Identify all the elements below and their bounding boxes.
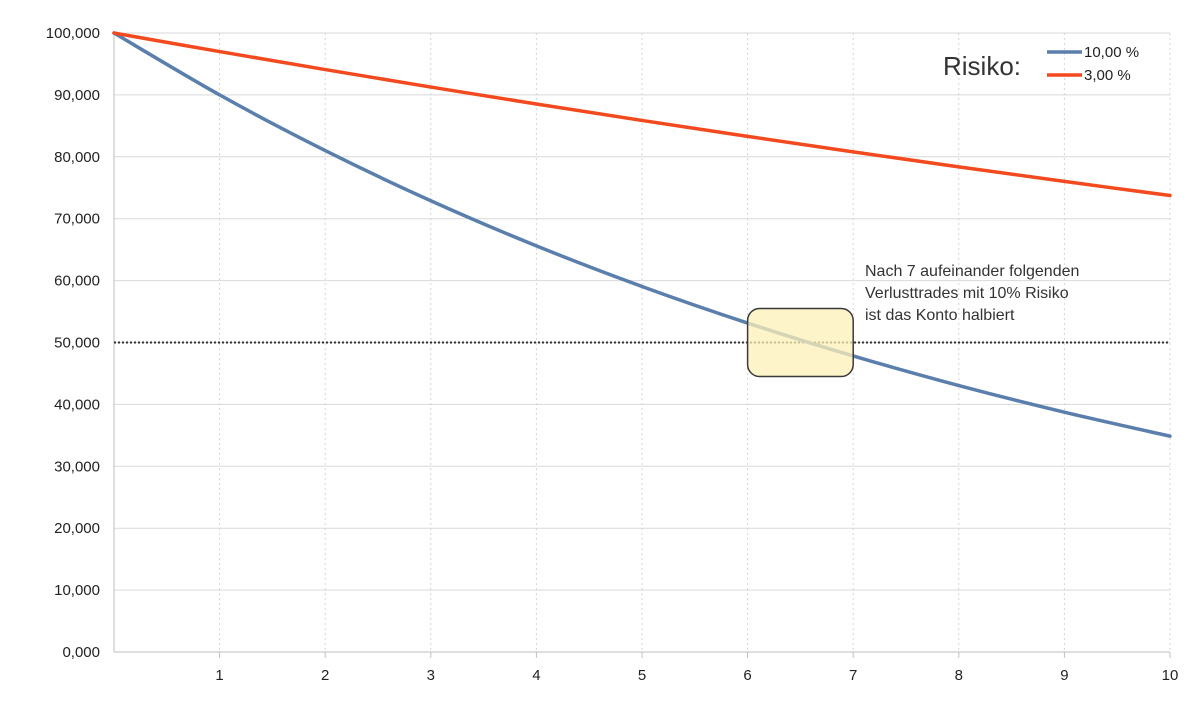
y-tick-label: 50,000 bbox=[54, 335, 100, 352]
x-tick-label: 3 bbox=[427, 667, 435, 684]
y-tick-label: 0,000 bbox=[62, 644, 100, 661]
highlight-box bbox=[746, 307, 854, 378]
x-tick-label: 5 bbox=[638, 667, 646, 684]
axis-layer: 0,000 10,000 20,000 30,000 40,000 50,000 60,00… bbox=[46, 25, 1179, 684]
y-tick-label: 30,000 bbox=[54, 458, 100, 475]
annotation-line: ist das Konto halbiert bbox=[865, 307, 1015, 324]
series-line-risk-10 bbox=[112, 31, 1172, 438]
y-tick-label: 80,000 bbox=[54, 149, 100, 166]
legend: Risiko: 10,00 % 3,00 % bbox=[943, 44, 1139, 84]
y-tick-label: 100,000 bbox=[46, 25, 100, 42]
series-layer bbox=[112, 31, 1172, 438]
x-tick-label: 1 bbox=[215, 667, 223, 684]
x-tick-label: 8 bbox=[955, 667, 963, 684]
series-line-risk-3 bbox=[112, 31, 1172, 198]
x-tick-label: 6 bbox=[743, 667, 751, 684]
y-tick-label: 40,000 bbox=[54, 396, 100, 413]
y-tick-label: 60,000 bbox=[54, 273, 100, 290]
x-tick-label: 10 bbox=[1162, 667, 1179, 684]
x-tick-label: 9 bbox=[1060, 667, 1068, 684]
x-tick-label: 2 bbox=[321, 667, 329, 684]
y-tick-label: 70,000 bbox=[54, 211, 100, 228]
legend-title: Risiko: bbox=[943, 51, 1021, 81]
legend-label: 10,00 % bbox=[1084, 44, 1139, 61]
y-tick-label: 90,000 bbox=[54, 87, 100, 104]
legend-label: 3,00 % bbox=[1084, 67, 1131, 84]
y-tick-label: 10,000 bbox=[54, 582, 100, 599]
annotation-layer: Nach 7 aufeinander folgenden Verlusttrade… bbox=[865, 263, 1079, 324]
highlight-layer bbox=[746, 307, 854, 378]
annotation-line: Nach 7 aufeinander folgenden bbox=[865, 263, 1079, 280]
y-tick-label: 20,000 bbox=[54, 520, 100, 537]
x-tick-label: 7 bbox=[849, 667, 857, 684]
annotation-line: Verlusttrades mit 10% Risiko bbox=[865, 285, 1069, 302]
x-tick-label: 4 bbox=[532, 667, 540, 684]
